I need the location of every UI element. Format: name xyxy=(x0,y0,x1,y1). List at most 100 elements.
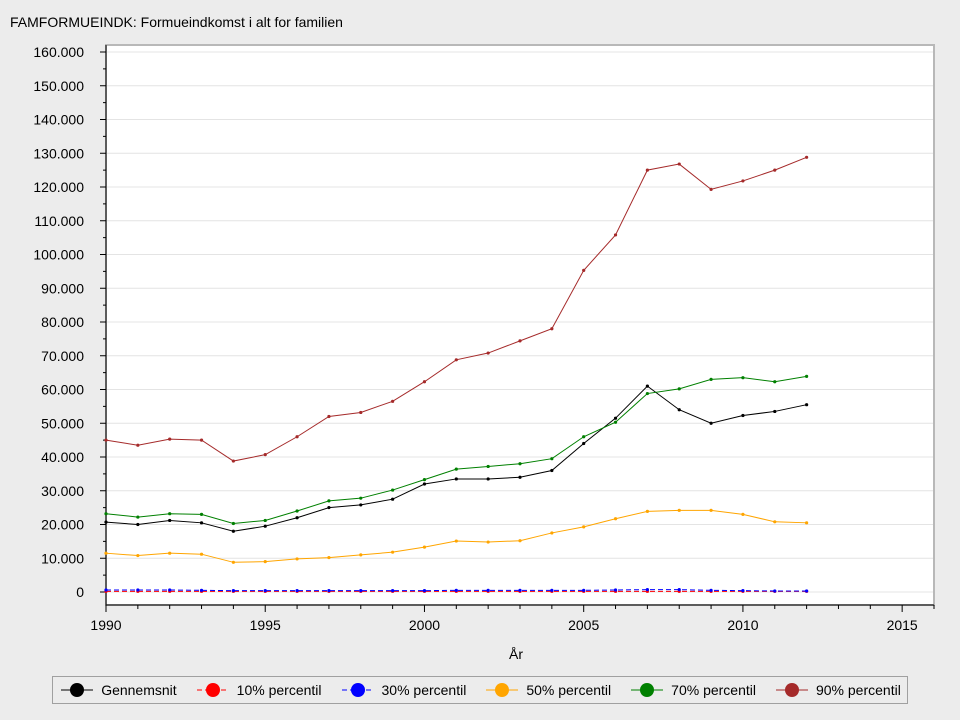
data-point xyxy=(168,588,172,592)
x-tick-label: 2010 xyxy=(727,617,758,633)
x-tick-label: 2015 xyxy=(887,617,918,633)
data-point xyxy=(805,589,809,593)
legend-marker xyxy=(341,683,374,697)
data-point xyxy=(518,588,522,592)
data-point xyxy=(677,408,681,412)
legend-marker xyxy=(631,683,664,697)
series-lines xyxy=(104,155,809,593)
data-point xyxy=(773,520,777,524)
data-point xyxy=(550,468,554,473)
data-point xyxy=(677,588,681,592)
data-point xyxy=(359,553,363,557)
data-point xyxy=(263,453,267,457)
series-70pct-percentil xyxy=(104,374,809,526)
x-axis: 1990 1995 2000 2005 2010 2015 xyxy=(90,604,935,633)
series-30pct-percentil xyxy=(104,588,809,593)
data-point xyxy=(677,162,681,166)
data-point xyxy=(327,589,331,593)
data-point xyxy=(613,416,618,420)
data-point xyxy=(645,509,649,513)
data-point xyxy=(550,588,554,592)
data-point xyxy=(518,475,522,479)
data-point xyxy=(613,233,618,237)
data-point xyxy=(168,551,172,555)
legend-label: 90% percentil xyxy=(815,682,901,698)
data-point xyxy=(136,588,140,592)
data-point xyxy=(805,521,809,525)
data-point xyxy=(104,520,108,524)
data-point xyxy=(422,478,427,482)
data-point xyxy=(327,414,331,419)
data-point xyxy=(454,467,458,471)
y-tick-label: 120.000 xyxy=(33,179,84,195)
x-axis-label: År xyxy=(509,646,523,662)
data-point xyxy=(741,413,745,418)
data-point xyxy=(773,589,777,593)
data-point xyxy=(199,438,204,442)
data-point xyxy=(391,589,395,593)
legend-item: 10% percentil xyxy=(195,682,322,698)
data-point xyxy=(104,512,108,516)
x-tick-label: 1995 xyxy=(250,617,281,633)
y-tick-label: 80.000 xyxy=(41,314,84,330)
data-point xyxy=(104,588,108,592)
legend-item: Gennemsnit xyxy=(59,682,177,698)
data-point xyxy=(359,410,363,415)
series-50pct-percentil xyxy=(104,508,809,564)
data-point xyxy=(741,179,745,183)
y-tick-label: 30.000 xyxy=(41,483,84,499)
data-point xyxy=(391,488,395,492)
y-tick-label: 20.000 xyxy=(41,517,84,533)
series-line xyxy=(106,589,807,592)
y-tick-label: 110.000 xyxy=(34,213,84,229)
data-point xyxy=(231,589,235,593)
data-point xyxy=(613,517,618,521)
data-point xyxy=(773,380,777,384)
y-tick-label: 70.000 xyxy=(41,348,84,364)
x-tick-label: 1990 xyxy=(90,617,121,633)
data-point xyxy=(741,376,745,380)
data-point xyxy=(199,588,204,592)
data-point xyxy=(359,496,363,500)
data-point xyxy=(486,351,490,355)
chart-title: FAMFORMUEINDK: Formueindkomst i alt for … xyxy=(10,14,343,30)
data-point xyxy=(709,187,713,191)
data-point xyxy=(199,552,204,556)
data-point xyxy=(359,589,363,593)
data-point xyxy=(231,529,235,533)
legend: Gennemsnit 10% percentil 30% percentil 50% … xyxy=(52,676,908,704)
data-point xyxy=(263,560,267,564)
data-point xyxy=(486,588,490,592)
data-point xyxy=(741,512,745,516)
legend-marker xyxy=(196,683,229,697)
data-point xyxy=(454,588,458,592)
data-point xyxy=(136,522,140,527)
line-chart: 0 10.000 20.000 30.000 40.000 50.000 60.000 70.… xyxy=(33,44,935,662)
legend-item: 50% percentil xyxy=(484,682,611,698)
data-point xyxy=(327,555,331,560)
data-point xyxy=(645,588,649,592)
data-point xyxy=(422,589,427,593)
data-point xyxy=(295,435,299,439)
data-point xyxy=(295,557,299,561)
y-tick-label: 100.000 xyxy=(33,247,84,263)
data-point xyxy=(454,358,458,362)
plot-area xyxy=(105,44,935,606)
data-point xyxy=(582,268,586,272)
data-point xyxy=(709,377,713,381)
data-point xyxy=(295,589,299,593)
data-point xyxy=(486,477,490,481)
data-point xyxy=(168,437,172,441)
legend-marker xyxy=(61,683,94,697)
data-point xyxy=(295,516,299,520)
legend-item: 90% percentil xyxy=(774,682,901,698)
legend-label: 10% percentil xyxy=(236,682,322,698)
data-point xyxy=(550,327,554,331)
data-point xyxy=(805,374,809,378)
data-point xyxy=(422,482,427,486)
data-point xyxy=(454,477,458,481)
y-tick-label: 60.000 xyxy=(41,382,84,398)
data-point xyxy=(199,512,204,516)
data-point xyxy=(104,438,108,442)
y-tick-label: 150.000 xyxy=(33,78,84,94)
